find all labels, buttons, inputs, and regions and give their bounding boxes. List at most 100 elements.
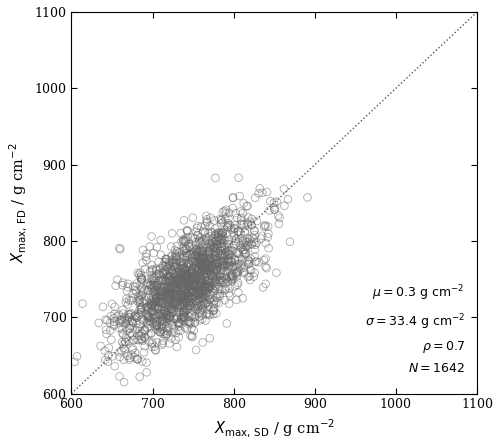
- Point: [176, 270, 184, 277]
- Point: [206, 282, 214, 289]
- Point: [212, 265, 220, 273]
- Point: [200, 267, 208, 274]
- Point: [240, 239, 248, 246]
- Point: [238, 217, 246, 224]
- Point: [188, 287, 196, 294]
- Point: [203, 244, 211, 251]
- Point: [212, 293, 220, 301]
- Point: [157, 298, 165, 305]
- Point: [184, 280, 192, 287]
- Point: [146, 302, 154, 310]
- Point: [126, 325, 134, 332]
- Point: [134, 355, 141, 363]
- Point: [152, 290, 160, 297]
- Point: [216, 277, 224, 284]
- Point: [178, 269, 186, 276]
- Point: [172, 253, 180, 260]
- Point: [266, 198, 274, 205]
- Point: [172, 273, 179, 281]
- Point: [172, 256, 180, 263]
- Point: [217, 216, 225, 223]
- Point: [130, 295, 138, 302]
- Point: [158, 315, 166, 322]
- Point: [136, 273, 144, 281]
- Point: [237, 229, 245, 236]
- Point: [126, 310, 134, 318]
- Point: [183, 326, 191, 333]
- Point: [167, 306, 175, 313]
- Point: [264, 223, 272, 230]
- Point: [156, 264, 164, 272]
- Point: [158, 318, 166, 325]
- Point: [217, 248, 225, 255]
- Point: [207, 241, 215, 248]
- Point: [180, 264, 188, 271]
- Point: [141, 265, 149, 273]
- Point: [156, 329, 164, 336]
- Point: [192, 275, 200, 282]
- Point: [154, 258, 162, 265]
- Point: [212, 310, 220, 317]
- Point: [167, 304, 175, 311]
- Point: [128, 297, 136, 304]
- Point: [188, 273, 196, 280]
- Point: [276, 214, 283, 221]
- Point: [206, 272, 214, 279]
- Point: [101, 356, 109, 363]
- Point: [198, 263, 205, 270]
- Point: [176, 291, 184, 298]
- Point: [186, 277, 194, 284]
- Point: [237, 214, 245, 221]
- Point: [144, 330, 152, 338]
- Point: [198, 302, 206, 310]
- Point: [155, 277, 163, 285]
- Point: [241, 229, 249, 236]
- Point: [216, 240, 224, 248]
- Point: [180, 293, 188, 300]
- Point: [284, 196, 292, 203]
- Point: [178, 275, 186, 282]
- Point: [184, 280, 192, 287]
- Point: [248, 215, 256, 223]
- Point: [202, 260, 210, 267]
- Point: [178, 254, 186, 261]
- Point: [190, 278, 198, 285]
- Point: [159, 315, 167, 322]
- Point: [181, 298, 189, 305]
- Point: [172, 254, 179, 261]
- Point: [176, 252, 184, 260]
- Point: [234, 228, 242, 235]
- Point: [220, 267, 228, 274]
- Point: [198, 277, 206, 284]
- Point: [158, 286, 166, 293]
- Point: [172, 277, 180, 285]
- Point: [175, 320, 183, 327]
- Point: [304, 194, 312, 201]
- Point: [230, 225, 238, 232]
- Point: [151, 314, 159, 322]
- Point: [223, 260, 231, 267]
- Point: [262, 264, 270, 272]
- Point: [140, 343, 148, 350]
- Point: [199, 273, 207, 280]
- Point: [212, 262, 220, 269]
- Point: [213, 273, 221, 280]
- Point: [184, 260, 192, 267]
- Point: [220, 252, 228, 259]
- Point: [203, 255, 211, 262]
- Point: [195, 310, 203, 317]
- Point: [213, 260, 221, 267]
- Point: [126, 354, 134, 361]
- Point: [161, 277, 169, 284]
- Point: [234, 281, 241, 288]
- Point: [144, 314, 152, 321]
- Point: [250, 238, 258, 245]
- Point: [209, 256, 217, 263]
- Point: [204, 237, 212, 244]
- Point: [170, 292, 178, 299]
- Point: [208, 295, 216, 302]
- Point: [194, 249, 202, 256]
- Point: [162, 256, 170, 263]
- Point: [188, 282, 196, 289]
- Point: [136, 301, 144, 308]
